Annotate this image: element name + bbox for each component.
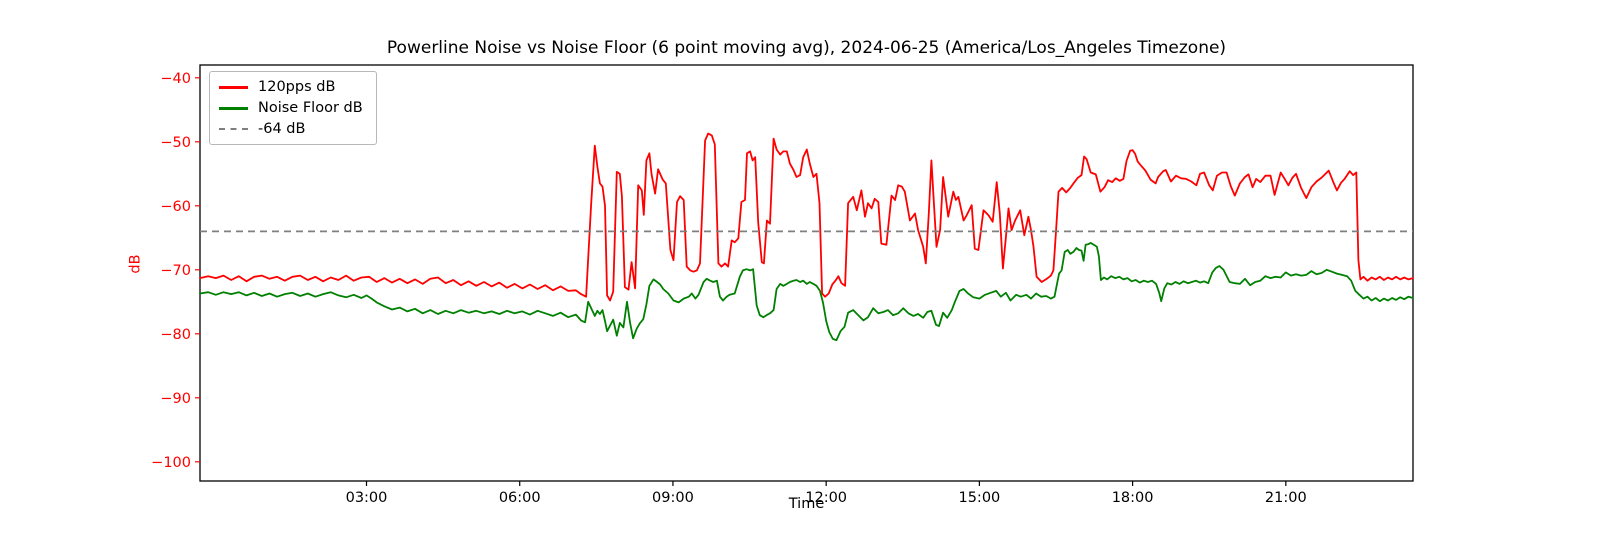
y-tick-label: −80 <box>160 327 191 343</box>
x-tick-label: 21:00 <box>1265 490 1307 506</box>
series-120pps-line <box>199 132 1414 302</box>
x-tick-label: 18:00 <box>1112 490 1154 506</box>
legend-item-noise-floor: Noise Floor dB <box>219 100 363 116</box>
y-tick-label: −90 <box>160 391 191 407</box>
chart-title: Powerline Noise vs Noise Floor (6 point … <box>386 38 1227 58</box>
series-noise-floor-line <box>199 242 1414 342</box>
y-tick-label: −100 <box>151 455 191 471</box>
x-tick-label: 06:00 <box>499 490 541 506</box>
legend-label-120pps: 120pps dB <box>258 79 336 95</box>
x-axis-label: Time <box>788 496 825 512</box>
x-tick-label: 15:00 <box>958 490 1000 506</box>
y-tick-label: −60 <box>160 199 191 215</box>
x-tick-label: 03:00 <box>346 490 388 506</box>
legend-label-threshold: -64 dB <box>258 121 306 137</box>
green-line-swatch <box>219 106 248 110</box>
legend-item-120pps: 120pps dB <box>219 79 363 95</box>
legend-item-threshold: -64 dB <box>219 121 363 137</box>
gray-dashed-swatch <box>219 128 248 130</box>
legend-label-noise-floor: Noise Floor dB <box>258 100 363 116</box>
y-axis-label: dB <box>127 254 144 274</box>
plot-frame <box>199 64 1414 482</box>
y-tick-label: −70 <box>160 263 191 279</box>
y-tick-label: −50 <box>160 135 191 151</box>
y-tick-label: −40 <box>160 71 191 87</box>
red-line-swatch <box>219 85 248 89</box>
x-tick-label: 09:00 <box>652 490 694 506</box>
x-tick-label: 12:00 <box>805 490 847 506</box>
legend: 120pps dB Noise Floor dB -64 dB <box>209 71 377 145</box>
